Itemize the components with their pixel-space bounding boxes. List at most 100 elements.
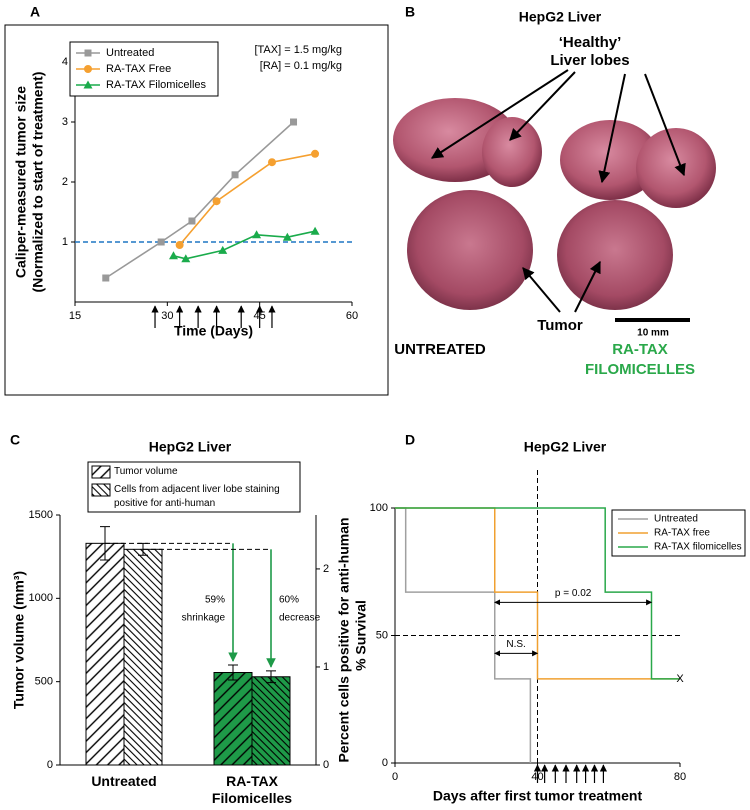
x-tick-label: 80 <box>674 771 686 783</box>
y-tick-label: 100 <box>370 502 388 514</box>
panel-letter: D <box>405 432 415 448</box>
category-label: RA-TAX Filomicelles <box>211 773 293 806</box>
series-line <box>105 121 295 279</box>
point <box>231 171 239 179</box>
annotation: decrease <box>279 613 321 624</box>
bracket-label: N.S. <box>506 639 525 650</box>
bar <box>251 676 291 766</box>
label-healthy: ‘Healthy’ <box>559 34 622 51</box>
y-tick-label: 0 <box>382 757 388 769</box>
point <box>188 217 196 225</box>
panel-letter: B <box>405 4 415 20</box>
pointer-arrow <box>509 71 576 141</box>
x-axis-label: Days after first tumor treatment <box>433 788 643 804</box>
legend-label: RA-TAX Filomicelles <box>106 79 207 91</box>
survival-line <box>395 507 680 680</box>
legend-label: RA-TAX free <box>654 528 710 539</box>
x-tick-label: 60 <box>346 310 358 322</box>
liver-lobe <box>482 117 542 187</box>
point <box>84 65 92 73</box>
label-healthy: Liver lobes <box>550 52 629 69</box>
chart-title: HepG2 Liver <box>524 439 607 455</box>
point <box>282 232 292 241</box>
y-tick-label: 3 <box>62 116 68 128</box>
category-label-box: Untreated <box>91 773 157 789</box>
pointer-arrow <box>644 73 686 177</box>
point <box>168 251 178 260</box>
y-tick-label: 0 <box>47 759 53 771</box>
y-axis-label: Caliper-measured tumor size <box>13 86 29 278</box>
annotation: [RA] = 0.1 mg/kg <box>260 60 342 72</box>
label-treated-box: RA-TAX FILOMICELLES <box>585 341 695 378</box>
annotation: 59% <box>205 595 225 606</box>
y2-axis-label: Percent cells positive for anti-human <box>336 517 352 762</box>
point <box>157 238 165 246</box>
point <box>310 226 320 235</box>
y-tick-label: 2 <box>62 176 68 188</box>
y2-tick-label: 0 <box>323 759 329 771</box>
pointer-arrow <box>522 267 561 313</box>
y-tick-label: 50 <box>376 629 388 641</box>
label-treated: RA-TAX FILOMICELLES <box>585 341 695 378</box>
bracket-label: p = 0.02 <box>555 588 592 599</box>
point <box>175 241 184 249</box>
tumor-shape <box>557 200 673 310</box>
bar <box>123 548 163 766</box>
point <box>84 49 92 57</box>
panel-letter: C <box>10 432 20 448</box>
liver-lobe <box>560 120 660 200</box>
x-tick-label: 15 <box>69 310 81 322</box>
point <box>181 254 191 263</box>
category-label: Untreated <box>91 773 157 789</box>
pointer-arrow <box>598 73 626 184</box>
point <box>83 80 93 89</box>
legend-label: RA-TAX Free <box>106 63 171 75</box>
legend-swatch <box>91 483 111 497</box>
legend-label: Tumor volume <box>114 466 178 477</box>
legend-label-box: Tumor volume <box>114 466 178 477</box>
point <box>212 197 221 206</box>
legend-label: Untreated <box>106 47 154 59</box>
y-tick-label: 1000 <box>29 592 53 604</box>
liver-lobe <box>636 128 716 208</box>
panel-a-frame <box>4 24 389 396</box>
x-tick-label: 0 <box>392 771 398 783</box>
annotation: shrinkage <box>182 613 226 624</box>
annotation: 60% <box>279 595 299 606</box>
annotation: [TAX] = 1.5 mg/kg <box>254 44 342 56</box>
y2-tick-label: 2 <box>323 563 329 575</box>
liver-photo <box>393 98 716 310</box>
legend-swatch <box>91 465 111 479</box>
x-tick-label: 30 <box>161 310 173 322</box>
y-tick-label: 4 <box>62 56 68 68</box>
point <box>252 230 262 239</box>
point <box>311 149 320 158</box>
scale-bar-label: 10 mm <box>637 328 669 339</box>
bar <box>213 672 253 766</box>
panel-title: HepG2 Liver <box>519 9 602 25</box>
x-axis-label: Time (Days) <box>174 323 253 339</box>
panel-letter: A <box>30 4 40 20</box>
y-tick-label: 1 <box>62 236 68 248</box>
legend-label: RA-TAX filomicelles <box>654 542 742 553</box>
tumor-shape <box>407 190 533 310</box>
y-axis-label: Tumor volume (mm³) <box>11 571 27 709</box>
y-tick-label: 1500 <box>29 509 53 521</box>
pointer-arrows <box>430 69 686 313</box>
series-line <box>173 230 316 260</box>
bar <box>85 542 125 766</box>
point <box>102 274 110 282</box>
y-axis-label: (Normalized to start of treatment) <box>30 72 46 293</box>
error-bar <box>266 670 276 684</box>
y-axis-label: % Survival <box>353 600 369 671</box>
point <box>290 118 298 126</box>
y2-tick-label: 1 <box>323 661 329 673</box>
legend-label: Untreated <box>654 514 698 525</box>
error-bar <box>228 664 238 681</box>
label-tumor: Tumor <box>537 317 583 334</box>
point <box>267 158 276 167</box>
point <box>218 245 228 254</box>
category-label-box: RA-TAX Filomicelles <box>211 773 293 806</box>
